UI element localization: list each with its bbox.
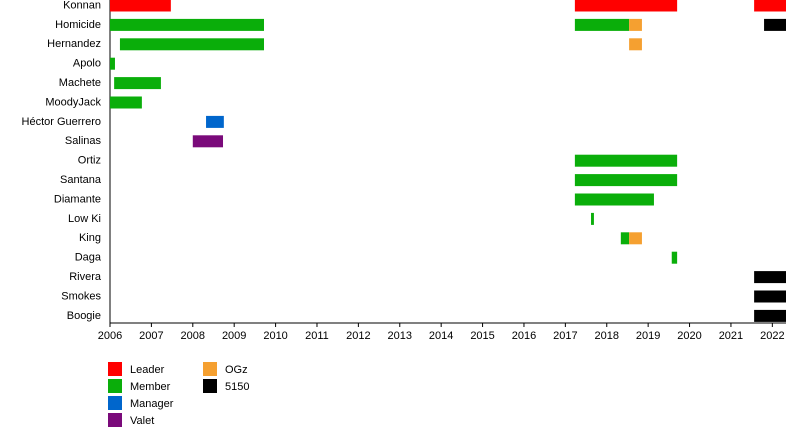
bar xyxy=(206,115,224,128)
x-tick-label: 2008 xyxy=(181,330,205,342)
bar xyxy=(192,135,224,148)
bar xyxy=(591,212,594,225)
bar xyxy=(629,18,642,31)
legend-swatch xyxy=(203,362,217,376)
bar xyxy=(110,0,171,12)
y-tick-label: Smokes xyxy=(61,290,101,302)
x-tick-label: 2007 xyxy=(139,330,163,342)
legend-label: OGz xyxy=(225,364,248,376)
y-tick-label: Machete xyxy=(59,77,101,89)
x-tick-label: 2010 xyxy=(263,330,287,342)
legend-swatch xyxy=(203,379,217,393)
bar xyxy=(119,38,264,51)
legend-swatch xyxy=(108,362,122,376)
legend-label: Valet xyxy=(130,415,154,427)
y-tick-label: MoodyJack xyxy=(45,96,101,108)
y-tick-label: Rivera xyxy=(69,271,102,283)
x-tick-label: 2014 xyxy=(429,330,453,342)
bar xyxy=(764,18,786,31)
legend-swatch xyxy=(108,413,122,427)
x-tick-label: 2012 xyxy=(346,330,370,342)
x-tick-label: 2015 xyxy=(470,330,494,342)
x-tick-label: 2022 xyxy=(760,330,784,342)
bar xyxy=(574,0,678,12)
x-tick-label: 2016 xyxy=(512,330,536,342)
legend-label: 5150 xyxy=(225,381,249,393)
bar xyxy=(754,309,786,322)
legend-label: Leader xyxy=(130,364,165,376)
y-tick-label: Ortiz xyxy=(78,155,101,167)
bar xyxy=(574,174,678,187)
y-tick-label: Daga xyxy=(75,252,102,264)
x-tick-label: 2020 xyxy=(677,330,701,342)
legend-swatch xyxy=(108,379,122,393)
legend-label: Manager xyxy=(130,398,174,410)
bar xyxy=(574,154,678,167)
y-tick-label: Héctor Guerrero xyxy=(22,116,101,128)
x-tick-label: 2019 xyxy=(636,330,660,342)
bar xyxy=(114,77,161,90)
y-tick-label: King xyxy=(79,232,101,244)
bar xyxy=(110,96,142,109)
legend-label: Member xyxy=(130,381,171,393)
x-tick-label: 2017 xyxy=(553,330,577,342)
y-tick-label: Santana xyxy=(60,174,102,186)
bar xyxy=(671,251,678,264)
bar xyxy=(574,193,654,206)
x-tick-label: 2011 xyxy=(305,330,329,342)
y-tick-label: Salinas xyxy=(65,135,102,147)
y-tick-label: Apolo xyxy=(73,58,101,70)
y-tick-label: Homicide xyxy=(55,19,101,31)
bar xyxy=(629,38,642,51)
bar xyxy=(629,232,642,245)
x-tick-label: 2009 xyxy=(222,330,246,342)
bar xyxy=(574,18,630,31)
x-tick-label: 2013 xyxy=(388,330,412,342)
legend-swatch xyxy=(108,396,122,410)
y-tick-label: Konnan xyxy=(63,0,101,11)
y-tick-label: Hernandez xyxy=(47,38,101,50)
y-tick-label: Low Ki xyxy=(68,213,101,225)
y-tick-label: Boogie xyxy=(67,310,101,322)
x-tick-label: 2021 xyxy=(719,330,743,342)
bar xyxy=(754,290,786,303)
y-tick-label: Diamante xyxy=(54,193,101,205)
bar xyxy=(620,232,630,245)
bar xyxy=(754,271,786,284)
bar xyxy=(110,18,264,31)
x-tick-label: 2006 xyxy=(98,330,122,342)
bar xyxy=(110,57,115,70)
bar xyxy=(754,0,786,12)
x-tick-label: 2018 xyxy=(595,330,619,342)
